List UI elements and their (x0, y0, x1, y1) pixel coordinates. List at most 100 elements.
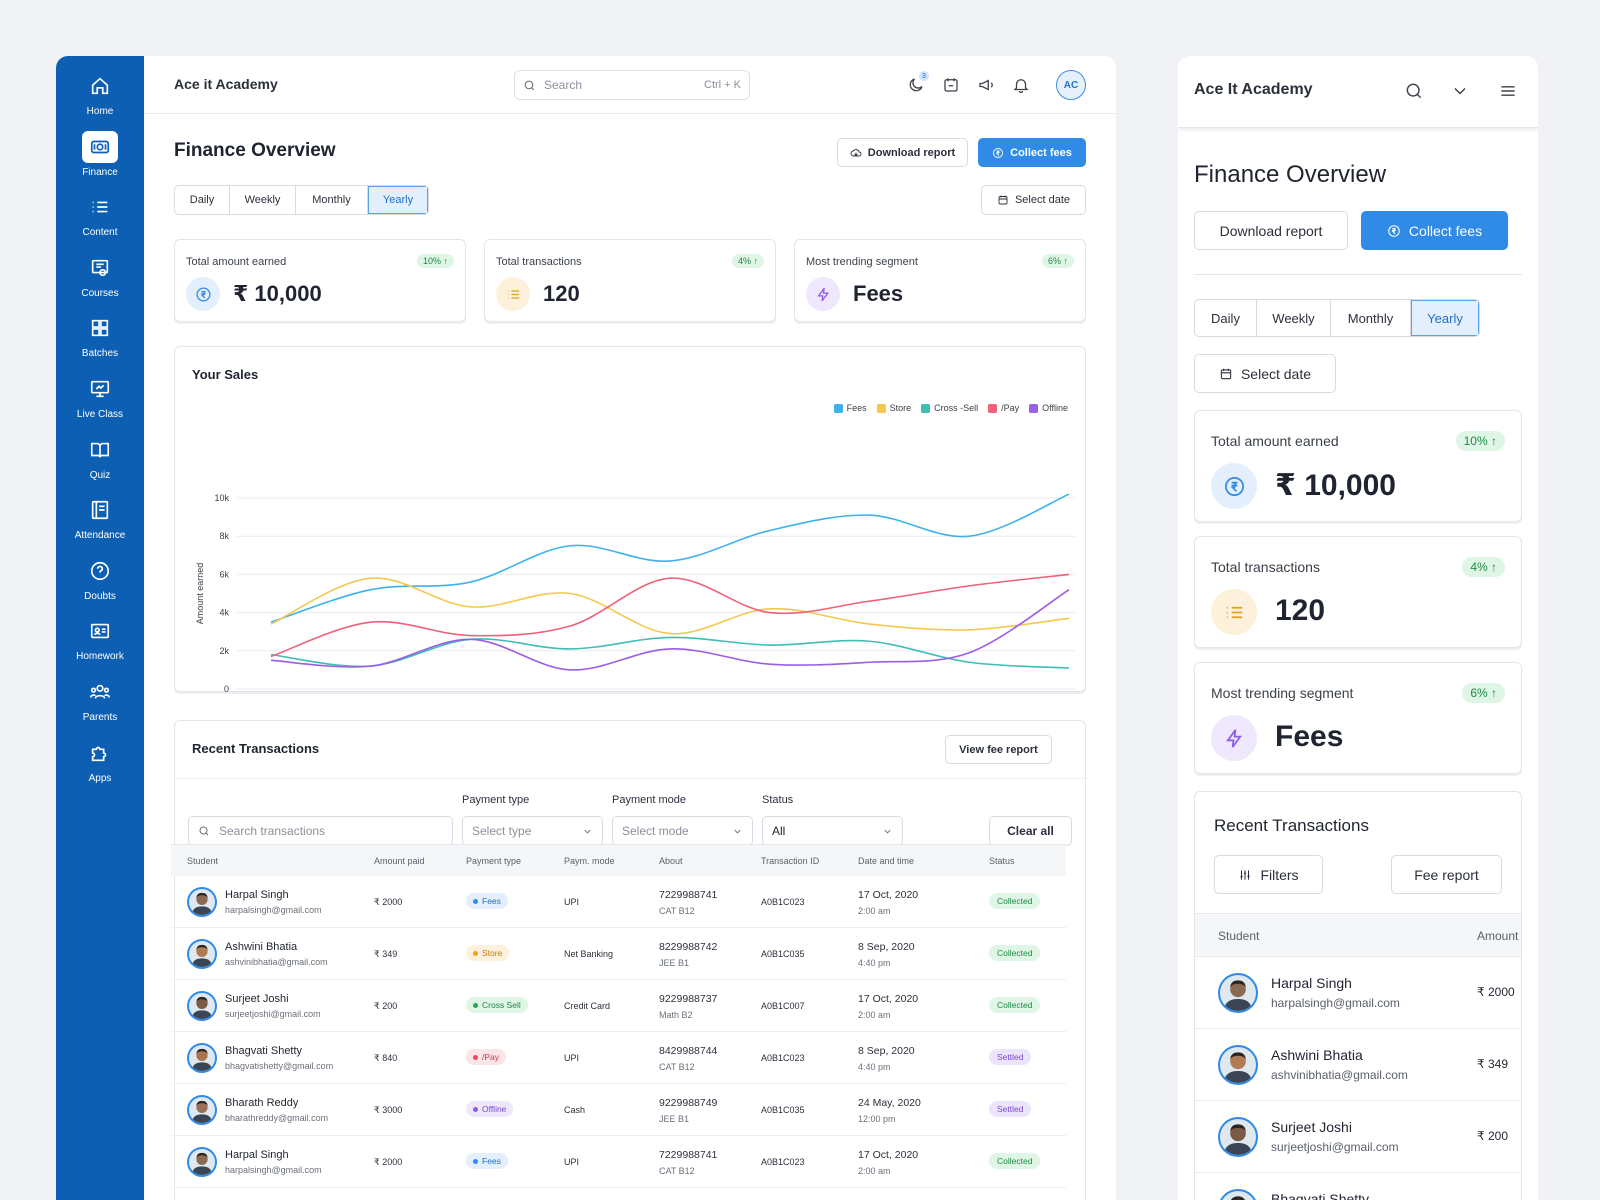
arrow-up-icon: ↑ (1060, 256, 1068, 266)
id-card-icon (82, 615, 118, 647)
stat-label: Most trending segment (1211, 685, 1354, 701)
status-badge: Collected (989, 945, 1041, 961)
student-name: Bhagvati Shetty (1271, 1191, 1370, 1200)
mobile-filters-button[interactable]: Filters (1214, 855, 1323, 894)
stat-label: Total transactions (1211, 559, 1320, 575)
home-icon (82, 70, 118, 102)
student-avatar (1218, 1117, 1258, 1157)
transaction-time: 4:40 pm (858, 958, 891, 968)
mobile-period-tab-weekly[interactable]: Weekly (1257, 300, 1331, 336)
transaction-time: 12:00 pm (858, 1114, 896, 1124)
mobile-period-tab-yearly[interactable]: Yearly (1411, 300, 1479, 336)
legend-label: Offline (1042, 403, 1068, 413)
mobile-collect-fees-button[interactable]: Collect fees (1361, 211, 1508, 250)
mobile-transactions-title: Recent Transactions (1214, 816, 1369, 835)
column-header: Paym. mode (564, 856, 615, 866)
calendar-button[interactable] (942, 76, 960, 94)
users-icon (82, 676, 118, 708)
legend-checkbox (1029, 403, 1039, 413)
student-email: harpalsingh@gmail.com (1271, 996, 1400, 1010)
legend-item[interactable]: Offline (1029, 403, 1068, 413)
amount-paid: ₹ 840 (374, 1053, 398, 1063)
view-fee-report-button[interactable]: View fee report (945, 735, 1052, 764)
payment-type-tag: Store (466, 945, 510, 961)
sidebar-item-content[interactable]: Content (56, 191, 144, 247)
mobile-fee-report-button[interactable]: Fee report (1391, 855, 1502, 894)
table-row[interactable]: Bhagvati Shetty bhagvatishetty@gmail.com ₹… (171, 1032, 1066, 1084)
legend-item[interactable]: /Pay (988, 403, 1019, 413)
transactions-card: Recent Transactions View fee report (174, 720, 1087, 1200)
sidebar-item-label: Homework (76, 651, 124, 663)
sidebar-item-home[interactable]: Home (56, 70, 144, 126)
mobile-download-report-button[interactable]: Download report (1194, 211, 1348, 250)
chart-legend: Fees Store Cross -Sell/Pay Offline (833, 403, 1068, 413)
announcements-button[interactable] (977, 76, 995, 94)
sidebar-item-attendance[interactable]: Attendance (56, 494, 144, 550)
sidebar-item-apps[interactable]: Apps (56, 737, 144, 793)
mobile-dropdown-button[interactable] (1450, 81, 1470, 101)
sidebar-item-doubts[interactable]: Doubts (56, 555, 144, 611)
mobile-table-row[interactable]: Bhagvati Shetty (1195, 1173, 1521, 1200)
period-tab-daily[interactable]: Daily (175, 186, 230, 214)
mobile-search-button[interactable] (1404, 81, 1424, 101)
status-badge: Collected (989, 997, 1041, 1013)
legend-label: /Pay (1001, 403, 1020, 413)
table-row[interactable]: Harpal Singh harpalsingh@gmail.com ₹ 2000 F… (171, 876, 1066, 928)
table-row[interactable]: Bharath Reddy bharathreddy@gmail.com ₹ 300… (171, 1084, 1066, 1136)
table-row[interactable]: Harpal Singh harpalsingh@gmail.com ₹ 2000 F… (171, 1136, 1066, 1188)
stat-value: ₹ 10,000 (1275, 469, 1396, 502)
mobile-period-tab-daily[interactable]: Daily (1195, 300, 1257, 336)
mobile-table-row[interactable]: Surjeet Joshi surjeetjoshi@gmail.com ₹ 200 (1195, 1101, 1521, 1173)
table-row[interactable]: Ashwini Bhatia ashvinibhatia@gmail.com ₹ 3… (171, 928, 1066, 980)
table-row[interactable]: Surjeet Joshi surjeetjoshi@gmail.com ₹ 200… (171, 980, 1066, 1032)
transaction-id: A0B1C023 (761, 1053, 805, 1063)
column-header: Transaction ID (761, 856, 820, 866)
legend-item[interactable]: Fees (833, 403, 867, 413)
sidebar-item-label: Batches (81, 348, 119, 360)
period-tab-yearly[interactable]: Yearly (368, 186, 428, 214)
courses-icon (82, 252, 118, 284)
search-icon (199, 826, 209, 836)
status-badge: Collected (989, 1153, 1041, 1169)
payment-type-text: Offline (482, 1104, 507, 1114)
period-tab-weekly[interactable]: Weekly (230, 186, 296, 214)
sidebar-item-finance[interactable]: Finance (56, 130, 144, 187)
transaction-id: A0B1C007 (761, 1001, 805, 1011)
transaction-id: A0B1C035 (761, 1105, 805, 1115)
sidebar-item-batches[interactable]: Batches (56, 312, 144, 368)
status-select[interactable]: All (762, 816, 903, 846)
chevron-down-icon (1454, 87, 1466, 95)
legend-item[interactable]: Store (876, 403, 911, 413)
mobile-select-date-button[interactable]: Select date (1194, 354, 1336, 393)
activity-button[interactable]: 3 (907, 71, 929, 94)
user-avatar[interactable]: AC (1056, 70, 1086, 100)
about-batch: JEE B1 (659, 1114, 690, 1124)
sidebar-item-live-class[interactable]: Live Class (56, 373, 144, 429)
payment-mode-placeholder: Select mode (622, 824, 689, 838)
sidebar-item-quiz[interactable]: Quiz (56, 434, 144, 490)
notifications-button[interactable] (1012, 76, 1030, 94)
select-date-button[interactable]: Select date (981, 185, 1086, 215)
global-search-input[interactable]: Search Ctrl + K (514, 70, 750, 100)
tag-dot (473, 1159, 478, 1165)
mobile-period-tab-monthly[interactable]: Monthly (1331, 300, 1411, 336)
mobile-table-row[interactable]: Harpal Singh harpalsingh@gmail.com ₹ 2000 (1195, 957, 1521, 1029)
about-batch: JEE B1 (659, 958, 690, 968)
mobile-menu-button[interactable] (1498, 81, 1518, 101)
sidebar-item-courses[interactable]: Courses (56, 252, 144, 308)
collect-fees-button[interactable]: Collect fees (978, 138, 1086, 167)
search-transactions-input[interactable]: Search transactions (188, 816, 453, 846)
payment-mode-select[interactable]: Select mode (612, 816, 753, 846)
payment-type-select[interactable]: Select type (462, 816, 603, 846)
sidebar-item-homework[interactable]: Homework (56, 615, 144, 671)
clear-all-button[interactable]: Clear all (989, 816, 1072, 846)
money-icon (82, 130, 118, 163)
sidebar-item-parents[interactable]: Parents (56, 676, 144, 732)
mobile-table-row[interactable]: Ashwini Bhatia ashvinibhatia@gmail.com ₹ 3… (1195, 1029, 1521, 1101)
student-avatar (187, 1043, 217, 1073)
legend-item[interactable]: Cross -Sell (921, 403, 978, 413)
payment-type-text: Store (482, 948, 503, 958)
period-tab-monthly[interactable]: Monthly (296, 186, 368, 214)
sidebar: Home Finance Content Courses Batches Live Cla… (56, 56, 144, 1200)
download-report-button[interactable]: Download report (837, 138, 968, 167)
